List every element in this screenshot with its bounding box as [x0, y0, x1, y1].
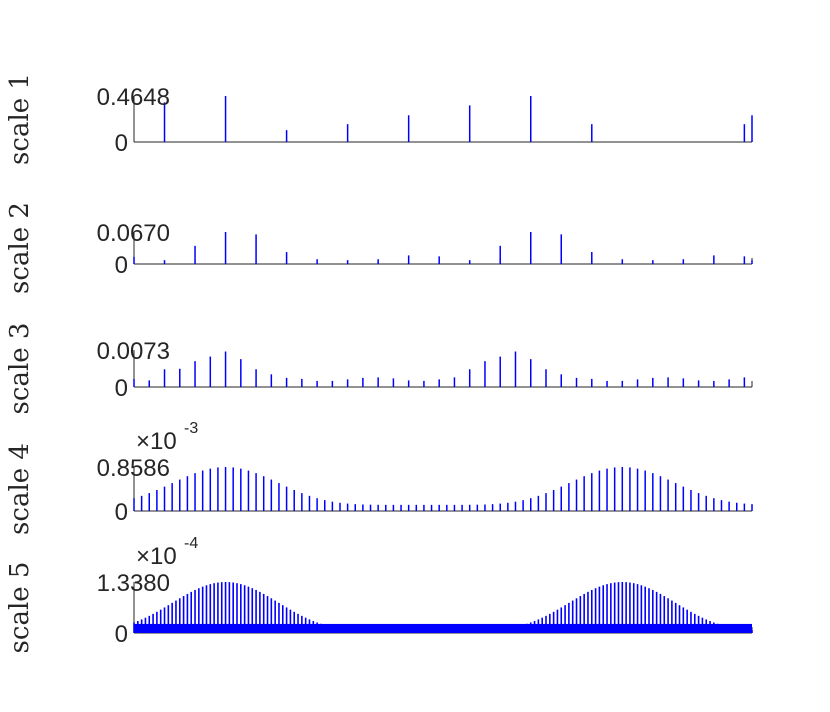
ytick-label-zero: 0 — [115, 130, 128, 157]
panel-5: 0 1.3380×10 -4 scale 5 — [5, 535, 753, 654]
ytick-label-max: 0.4648 — [97, 84, 170, 111]
y-axis-label: scale 4 — [5, 443, 35, 535]
panel-2: 0 0.0670 scale 2 — [5, 202, 753, 294]
ytick-label-max: 1.3380 — [97, 570, 170, 597]
axis-multiplier-label: ×10 — [136, 428, 177, 455]
panel-4: 0 0.8586×10 -3 scale 4 — [5, 420, 753, 535]
y-axis-label: scale 2 — [5, 202, 35, 294]
y-axis-label: scale 5 — [5, 562, 35, 654]
ytick-label-max: 0.0073 — [97, 338, 170, 365]
ytick-label-zero: 0 — [115, 375, 128, 402]
ytick-label-zero: 0 — [115, 499, 128, 526]
stem-baseline-band — [134, 623, 752, 633]
ytick-label-zero: 0 — [115, 621, 128, 648]
y-axis-label: scale 3 — [5, 323, 35, 415]
ytick-label-zero: 0 — [115, 252, 128, 279]
ytick-label-max: 0.8586 — [97, 455, 170, 482]
panel-3: 0 0.0073 scale 3 — [5, 323, 753, 415]
y-axis-label: scale 1 — [5, 73, 35, 165]
axis-multiplier-label: ×10 — [136, 543, 177, 570]
panel-1: 0 0.4648 scale 1 — [5, 73, 753, 165]
axis-multiplier-exponent: -3 — [184, 420, 198, 437]
ytick-label-max: 0.0670 — [97, 220, 170, 247]
axis-multiplier-exponent: -4 — [184, 535, 198, 552]
